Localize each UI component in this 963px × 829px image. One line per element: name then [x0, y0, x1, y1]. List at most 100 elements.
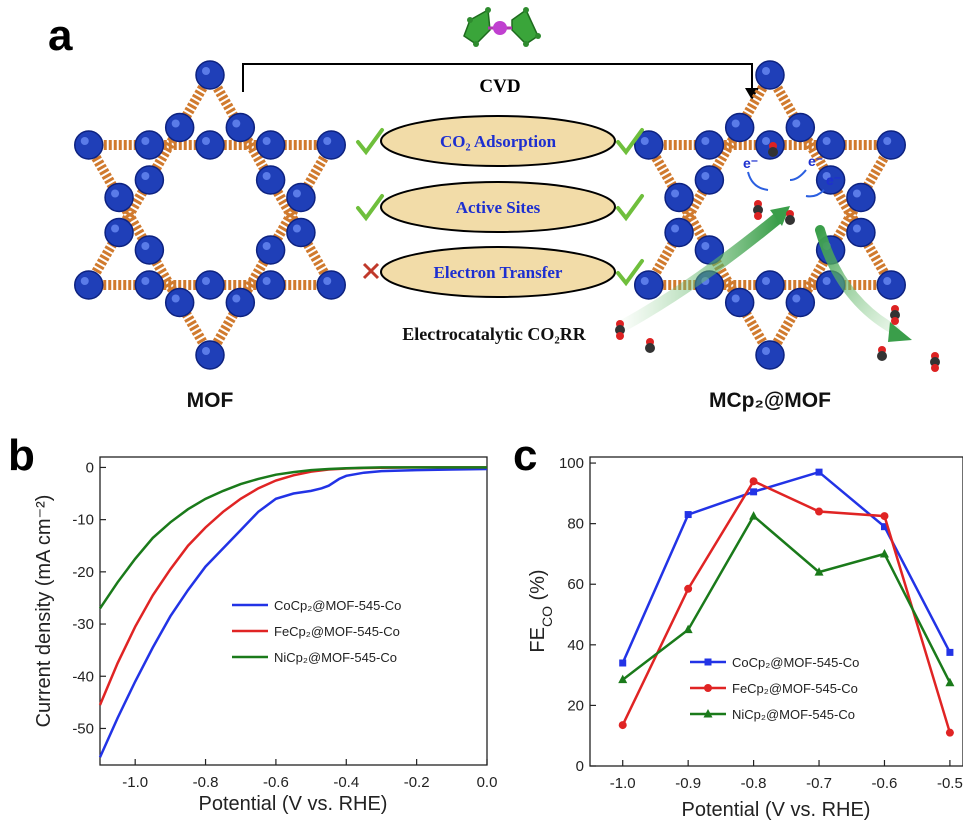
y-tick-label: 20 [567, 697, 584, 714]
panel-b-chart: b Potential (V vs. RHE) Current density … [8, 431, 497, 815]
product-arrow-head [888, 322, 912, 342]
cluster-highlight [701, 242, 710, 250]
cluster-highlight [141, 277, 150, 285]
property-oval-1: CO₂ Adsorption [380, 115, 616, 167]
series-line [621, 470, 952, 664]
y-tick-label: 80 [567, 516, 584, 533]
panel-c-label: c [513, 431, 537, 480]
x-tick-label: -0.6 [263, 774, 289, 791]
cluster-node [785, 112, 816, 143]
cluster-node [195, 60, 225, 90]
cluster-highlight [80, 137, 89, 145]
cluster-highlight [171, 294, 180, 303]
cluster-highlight [323, 137, 332, 145]
cluster-node [286, 182, 316, 213]
cluster-node [846, 217, 876, 248]
cluster-node [164, 112, 195, 143]
co2-molecules [615, 142, 940, 372]
y-tick-label: 100 [559, 455, 584, 472]
cluster-highlight [141, 137, 150, 145]
y-tick-label: -10 [72, 512, 94, 529]
y-axis-label: FECO (%) [527, 569, 555, 652]
cluster-highlight [202, 277, 210, 285]
cluster-node [316, 130, 346, 160]
cvd-connector-line [242, 63, 753, 92]
cluster-node [316, 270, 346, 300]
cluster-node [724, 112, 755, 143]
cluster-highlight [640, 137, 649, 145]
oxygen-atom [616, 332, 624, 340]
cluster-highlight [762, 277, 770, 285]
series-lines [618, 468, 955, 737]
electron-label: e⁻ [826, 172, 841, 188]
cluster-node [755, 60, 785, 90]
x-tick-label: -0.4 [333, 774, 359, 791]
co2-molecule [645, 338, 655, 353]
oxygen-atom [891, 317, 899, 325]
x-axis-label: Potential (V vs. RHE) [682, 799, 871, 821]
carbon-atom [615, 325, 625, 335]
cluster-node [664, 217, 694, 248]
data-point [815, 507, 824, 516]
y-tick-label: -40 [72, 668, 94, 685]
cluster-highlight [202, 67, 210, 75]
series-line [98, 467, 488, 758]
cluster-highlight [762, 347, 770, 355]
carbon-atom [930, 357, 940, 367]
data-point [683, 624, 693, 634]
data-point [684, 511, 692, 519]
cluster-node [164, 287, 195, 318]
data-point [815, 468, 823, 476]
property-text-3: Electron Transfer [434, 263, 563, 282]
electron-arrows: e⁻ e⁻ e⁻ [743, 153, 841, 198]
cluster-highlight [671, 224, 680, 233]
cluster-node [634, 270, 664, 300]
process-label: Electrocatalytic CO₂RR [402, 324, 587, 344]
cluster-node [255, 130, 286, 160]
y-tick-label: 60 [567, 576, 584, 593]
y-tick-label: 0 [86, 459, 94, 476]
legend-marker [704, 658, 712, 666]
cluster-highlight [792, 119, 801, 128]
carbon-atom [890, 310, 900, 320]
cluster-node [74, 130, 104, 160]
electron-label: e⁻ [808, 153, 823, 169]
cluster-highlight [111, 189, 120, 198]
cluster-highlight [701, 172, 710, 180]
cluster-highlight [262, 137, 271, 145]
co2-molecule [768, 142, 778, 157]
y-tick-label: -50 [72, 720, 94, 737]
mof-framework-left [74, 60, 346, 370]
x-tick-label: -1.0 [122, 774, 148, 791]
plot-frame [99, 456, 488, 766]
cluster-highlight [852, 224, 861, 233]
cluster-highlight [141, 172, 150, 180]
tick-labels: -1.0 -0.8 -0.6 -0.4 -0.2 0.0 0 -10 -20 -30 -40 -50 [72, 459, 497, 791]
data-point [750, 488, 758, 496]
x-tick-label: -0.5 [937, 775, 963, 792]
cluster-highlight [883, 137, 892, 145]
co2-molecule [615, 320, 625, 340]
cluster-node [195, 340, 225, 370]
cluster-highlight [822, 277, 831, 285]
cross-icon [362, 262, 380, 280]
cluster-node [74, 270, 104, 300]
cluster-node [104, 182, 134, 213]
property-text-2: Active Sites [456, 198, 541, 217]
tick-labels: -1.0 -0.9 -0.8 -0.7 -0.6 -0.5 0 20 40 60 80 100 [559, 455, 963, 792]
cluster-highlight [323, 277, 332, 285]
carbon-atom [645, 343, 655, 353]
cluster-node [846, 182, 876, 213]
cluster-highlight [202, 347, 210, 355]
data-point [619, 659, 627, 667]
reactant-arrow-head [770, 206, 790, 226]
cluster-node [286, 217, 316, 248]
cluster-highlight [262, 277, 271, 285]
cluster-node [255, 235, 286, 265]
cluster-node [815, 165, 846, 195]
cluster-node [694, 165, 725, 195]
cluster-highlight [640, 277, 649, 285]
legend-label: CoCp₂@MOF-545-Co [274, 598, 401, 613]
legend-marker [704, 684, 712, 692]
